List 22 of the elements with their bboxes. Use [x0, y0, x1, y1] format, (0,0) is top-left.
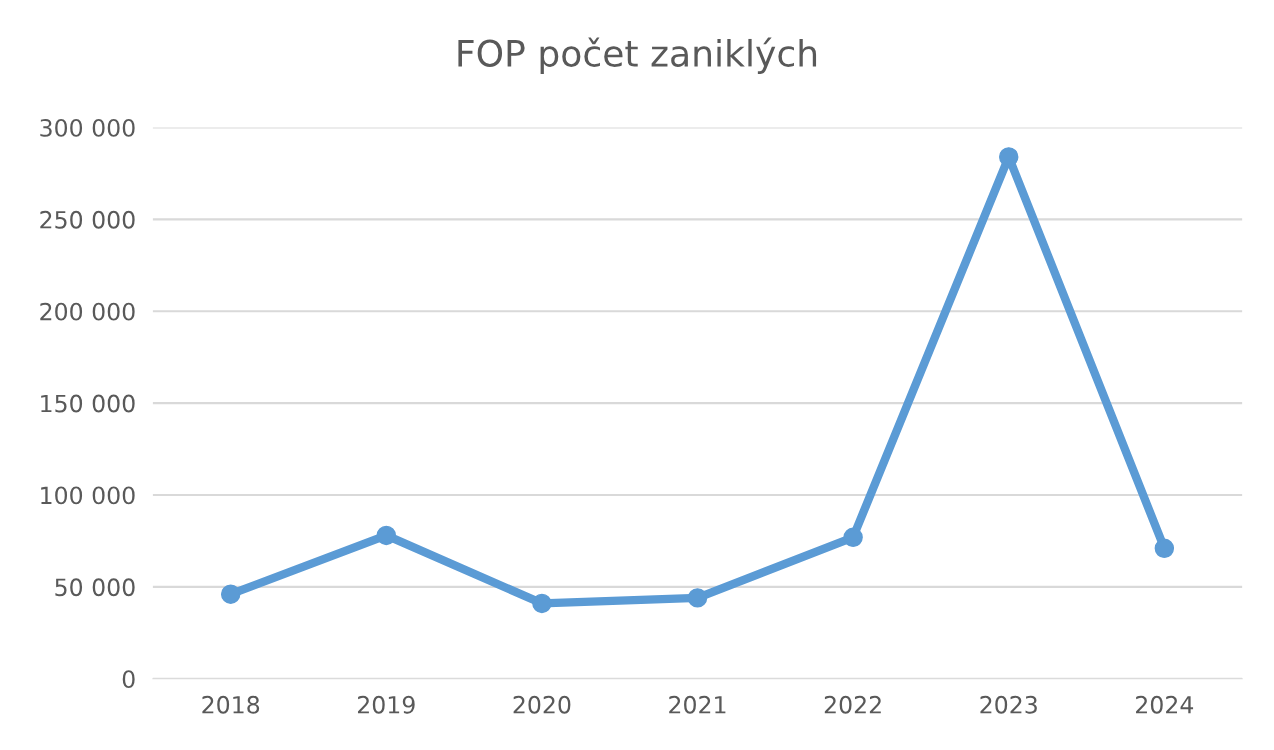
x-tick-label: 2022 [824, 695, 881, 714]
x-tick-label: 2018 [202, 695, 260, 714]
y-tick-label: 250 000 [40, 210, 135, 229]
y-tick-label: 50 000 [55, 578, 135, 597]
x-tick-label: 2023 [980, 695, 1037, 714]
chart-title: FOP počet zaniklých [458, 37, 817, 74]
point [687, 588, 708, 608]
point [843, 527, 863, 547]
point [220, 584, 241, 604]
x-tick-label: 2020 [513, 695, 571, 714]
y-tick-label: 300 000 [40, 118, 135, 137]
y-tick-label: 100 000 [41, 486, 135, 505]
x-tick-label: 2019 [357, 695, 415, 714]
point [1154, 538, 1175, 559]
point [376, 525, 397, 546]
y-tick-label: 150 000 [41, 394, 135, 413]
point [532, 593, 552, 614]
y-tick-label: 200 000 [40, 302, 135, 321]
point [999, 147, 1019, 167]
x-tick-label: 2024 [1136, 695, 1194, 714]
y-tick-label: 0 [122, 670, 135, 689]
x-tick-label: 2021 [669, 695, 726, 714]
